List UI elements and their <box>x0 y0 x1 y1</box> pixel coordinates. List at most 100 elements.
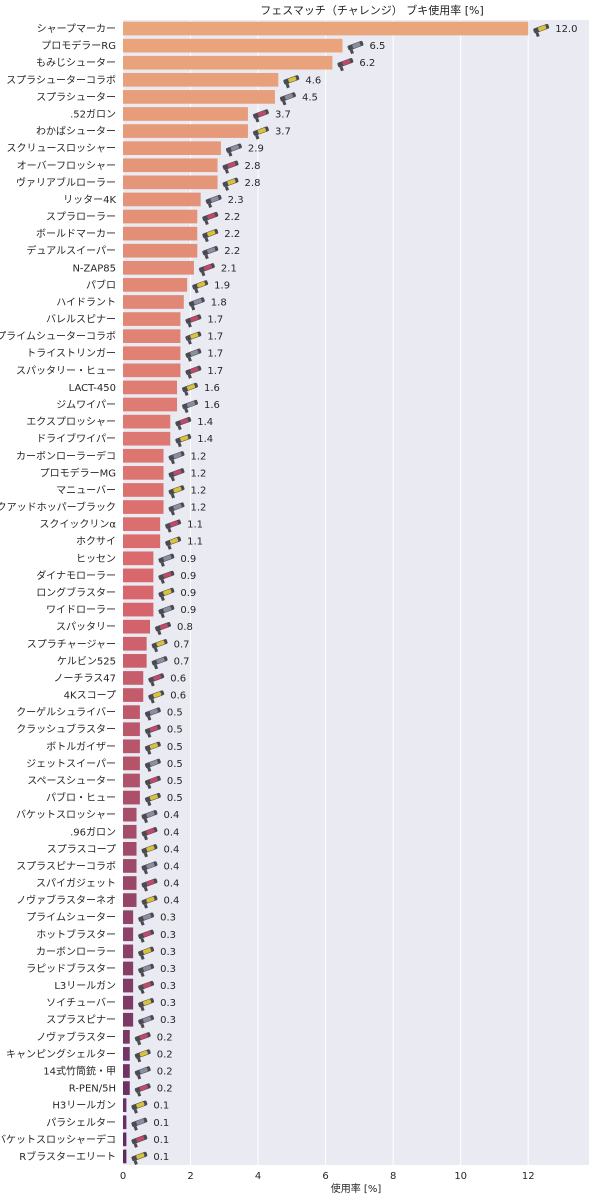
category-label: 4Kスコープ <box>64 690 116 702</box>
value-label: 1.2 <box>191 503 207 514</box>
bar <box>123 448 164 463</box>
category-label: バレルスピナー <box>46 314 116 326</box>
category-label: L3リールガン <box>54 980 116 992</box>
x-axis-label: 使用率 [%] <box>331 1182 382 1195</box>
bar <box>123 243 198 258</box>
category-label: カーボンローラーデコ <box>16 449 116 462</box>
weapon-icon <box>175 416 192 431</box>
category-label: スクイックリンα <box>39 519 116 531</box>
x-tick-labels: 0 2 4 6 8 10 12 <box>120 1171 535 1182</box>
value-label: 1.1 <box>187 537 203 548</box>
bar <box>123 636 147 651</box>
category-label: .96ガロン <box>70 826 116 838</box>
value-label: 0.9 <box>180 571 196 582</box>
value-label: 0.1 <box>153 1135 169 1146</box>
weapon-icon <box>347 40 364 55</box>
value-label: 2.2 <box>224 212 240 223</box>
weapon-icon <box>185 331 202 345</box>
value-label: 0.9 <box>180 605 196 616</box>
bar <box>123 619 151 634</box>
value-label: 0.3 <box>160 998 176 1009</box>
weapon-icon <box>222 177 239 191</box>
bar <box>123 90 275 104</box>
bar <box>123 1149 127 1164</box>
bar <box>123 944 134 959</box>
bar <box>123 1081 130 1095</box>
bar <box>123 1098 127 1113</box>
weapon-icon <box>158 604 175 619</box>
value-label: 1.1 <box>187 520 203 531</box>
bar <box>123 654 147 668</box>
weapon-icon <box>151 639 168 653</box>
category-label: スプラシューターコラボ <box>6 74 116 86</box>
value-label: 2.1 <box>221 263 237 274</box>
weapon-icon <box>168 502 185 516</box>
bar <box>123 55 333 70</box>
category-label: エクスプロッシャー <box>26 416 116 428</box>
category-label: プロモデラーMG <box>40 466 116 479</box>
category-label: .52ガロン <box>70 108 116 120</box>
weapon-icon <box>138 963 155 977</box>
value-label: 6.5 <box>369 41 385 52</box>
weapon-icon <box>131 1151 148 1165</box>
category-label: ダイナモローラー <box>36 569 116 582</box>
weapon-icon <box>144 724 161 738</box>
category-label: クーゲルシュライバー <box>16 707 116 719</box>
bar <box>123 312 181 326</box>
weapon-icon <box>185 365 202 379</box>
category-label: ジェットスイーパー <box>26 758 116 770</box>
category-label: パラシェルター <box>46 1117 116 1129</box>
value-label: 0.3 <box>160 930 176 941</box>
weapon-icon <box>158 587 175 602</box>
weapon-icon <box>175 434 192 448</box>
value-label: 0.2 <box>157 1067 173 1078</box>
category-label: N-ZAP85 <box>72 263 116 274</box>
weapon-icon <box>165 519 182 533</box>
value-label: 12.0 <box>555 24 577 35</box>
bar <box>123 705 140 719</box>
bar <box>123 739 140 754</box>
category-label: パブロ・ヒュー <box>46 791 116 804</box>
value-labels: 12.06.56.24.64.53.73.72.92.82.82.32.22.2… <box>153 24 577 1163</box>
bar <box>123 1064 130 1078</box>
category-label: Rブラスターエリート <box>19 1150 116 1163</box>
value-label: 0.5 <box>167 776 183 787</box>
category-label: プライムシューター <box>26 912 116 924</box>
weapon-icon <box>202 246 219 260</box>
value-label: 1.4 <box>197 417 213 428</box>
bar <box>123 38 343 53</box>
value-label: 1.7 <box>207 332 223 343</box>
bar <box>123 431 171 446</box>
value-label: 0.4 <box>164 896 180 907</box>
weapon-icon <box>134 1032 151 1046</box>
bar <box>123 295 184 309</box>
weapon-icon <box>151 656 168 670</box>
value-label: 0.9 <box>180 588 196 599</box>
bar <box>123 72 279 87</box>
weapon-icon <box>131 1100 148 1114</box>
weapon-icon <box>148 690 165 704</box>
bar <box>123 107 248 121</box>
value-label: 0.1 <box>153 1118 169 1129</box>
x-tick-label: 10 <box>454 1171 467 1182</box>
plot-background <box>123 20 589 1165</box>
weapon-icon <box>165 536 182 550</box>
value-label: 6.2 <box>359 58 375 69</box>
value-label: 1.6 <box>204 400 220 411</box>
weapon-icon <box>533 23 550 38</box>
bar <box>123 226 198 241</box>
category-label: トライストリンガー <box>26 348 116 360</box>
category-label: ハイドラント <box>56 296 116 308</box>
value-label: 2.3 <box>228 195 244 206</box>
value-label: 0.5 <box>167 759 183 770</box>
chart-title: フェスマッチ（チャレンジ） ブキ使用率 [%] <box>260 3 484 17</box>
value-label: 2.8 <box>245 161 261 172</box>
category-label: ヒッセン <box>76 553 116 565</box>
bar <box>123 927 134 942</box>
bar <box>123 21 529 36</box>
weapon-icon <box>131 1117 148 1131</box>
bar <box>123 893 137 907</box>
value-label: 0.9 <box>180 554 196 565</box>
value-label: 0.8 <box>177 622 193 633</box>
